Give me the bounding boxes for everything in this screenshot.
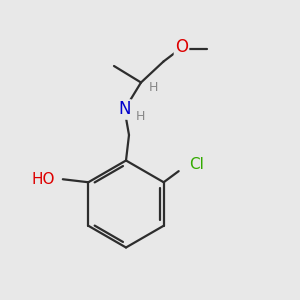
Text: Cl: Cl [189, 157, 204, 172]
Text: H: H [149, 81, 158, 94]
Text: N: N [118, 100, 131, 118]
Text: H: H [135, 110, 145, 124]
Text: HO: HO [32, 172, 55, 187]
Text: O: O [175, 38, 188, 56]
